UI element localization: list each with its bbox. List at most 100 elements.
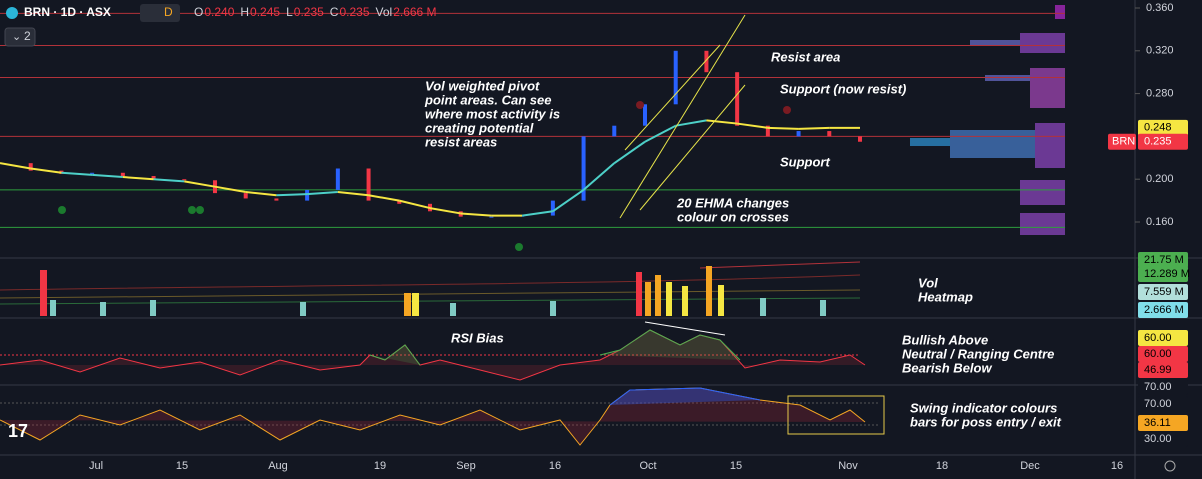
y-tick-label: 0.360	[1146, 2, 1174, 14]
badge-label: 36.11	[1144, 417, 1171, 429]
annotation-line: Heatmap	[918, 289, 973, 304]
ema-segment	[92, 173, 123, 179]
candle	[305, 189, 310, 201]
x-tick-label: 19	[374, 460, 386, 472]
candle	[243, 193, 248, 199]
candle	[673, 50, 678, 105]
chevron: ⌄	[12, 31, 21, 43]
badge-label: 70.00	[1144, 381, 1172, 393]
interval-box[interactable]	[140, 4, 180, 22]
badge-label: 46.99	[1144, 364, 1172, 376]
candle	[550, 200, 555, 216]
ema-segment	[675, 119, 707, 127]
y-tick-label: 0.280	[1146, 88, 1174, 100]
ohlc-value: 0.240	[204, 5, 234, 19]
x-tick-label: 16	[1111, 460, 1123, 472]
annotation-line: Neutral / Ranging Centre	[902, 346, 1054, 361]
symbol[interactable]: BRN · 1D · ASX	[24, 5, 111, 19]
ema-segment	[184, 180, 216, 188]
price-pane	[0, 12, 1065, 228]
annotation-line: bars for poss entry / exit	[910, 414, 1062, 429]
price-badge	[1138, 133, 1188, 150]
annotation-line: where most activity is	[425, 106, 560, 121]
ohlc-key: C	[330, 5, 339, 19]
badge-label: 30.00	[1144, 433, 1172, 445]
ema-segment	[0, 162, 31, 170]
badge-label: 21.75 M	[1144, 254, 1184, 266]
annotation-line: Vol	[918, 275, 938, 290]
ohlc-key: L	[286, 5, 293, 19]
ema-segment	[798, 126, 830, 130]
x-tick-label: Nov	[838, 460, 858, 472]
price-badge	[1138, 362, 1188, 378]
annotation-line: Vol weighted pivot	[425, 78, 540, 93]
price-badge	[1138, 346, 1188, 362]
price-badge	[1138, 302, 1188, 318]
ema-segment	[61, 171, 93, 176]
channel-line	[619, 14, 746, 219]
ohlc: O 0.240 H 0.245 L 0.235 C 0.235 Vol 2.666 M	[194, 5, 437, 19]
candle	[90, 172, 95, 174]
price-badge	[1138, 330, 1188, 346]
ema-segment	[767, 126, 799, 130]
collapse-count: 2	[24, 29, 31, 43]
annotation-line: resist areas	[425, 134, 497, 149]
annotation: Resist area	[771, 49, 840, 64]
candle	[489, 216, 494, 218]
annotation-line: Bearish Below	[902, 360, 992, 375]
time-axis: Jul 15 Aug 19 Sep 16 Oct 15 Nov 18 Dec 16	[89, 460, 1123, 472]
ema-segment	[460, 212, 492, 217]
x-tick-label: 18	[936, 460, 948, 472]
candle	[735, 72, 740, 126]
x-tick-label: 15	[176, 460, 188, 472]
candle	[765, 125, 770, 137]
volume-profile	[910, 5, 1065, 235]
interval-badge: D	[164, 5, 173, 19]
annotation-line: Bullish Above	[902, 332, 988, 347]
ema-segment	[613, 140, 646, 164]
candle	[643, 104, 647, 126]
candle	[612, 125, 617, 137]
candle	[120, 172, 125, 176]
settings-icon[interactable]	[1164, 460, 1176, 472]
ohlc-value: 0.245	[250, 5, 280, 19]
annotation-line: creating potential	[425, 120, 534, 135]
collapse-button[interactable]	[4, 27, 36, 47]
ema-segment	[214, 185, 246, 194]
candle	[335, 168, 340, 190]
symbol-badge	[1108, 133, 1136, 150]
price-badge	[1138, 415, 1188, 431]
y-tick-label: 0.160	[1146, 216, 1174, 228]
candle	[796, 131, 801, 137]
annotation: RSI Bias	[451, 330, 504, 345]
logo: 17	[8, 421, 28, 441]
candle	[858, 136, 862, 142]
ema-segment	[399, 199, 431, 210]
badge-label: 7.559 M	[1144, 286, 1184, 298]
ema-segment	[737, 122, 768, 129]
badge-label: 0.248	[1144, 122, 1172, 134]
x-tick-label: Sep	[456, 460, 476, 472]
price-badge	[1138, 284, 1188, 300]
ema-segment	[276, 193, 308, 197]
badge-label: 0.235	[1144, 136, 1172, 148]
annotation-line: point areas. Can see	[424, 92, 551, 107]
y-tick-label: 0.320	[1146, 45, 1174, 57]
ohlc-value: 2.666 M	[393, 5, 436, 19]
x-tick-label: 15	[730, 460, 742, 472]
ohlc-value: 0.235	[339, 5, 369, 19]
ohlc-value: 0.235	[294, 5, 324, 19]
price-badge	[1138, 379, 1188, 395]
ema-segment	[307, 191, 338, 196]
badge-label: 70.00	[1144, 398, 1172, 410]
price-badge	[1138, 119, 1188, 136]
badge-label: 60.00	[1144, 348, 1172, 360]
candle	[366, 168, 371, 201]
annotation-line: 20 EHMA changes	[676, 195, 789, 210]
channel-line	[639, 84, 746, 211]
ema-segment	[552, 189, 585, 213]
ema-segment	[153, 178, 185, 183]
ema-segment	[644, 124, 677, 143]
